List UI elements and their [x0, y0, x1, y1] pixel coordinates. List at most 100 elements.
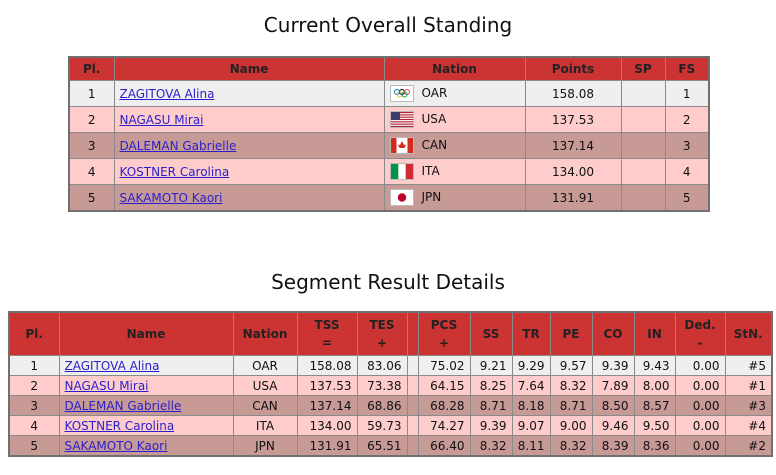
spacer — [406, 375, 419, 396]
column-header: Points — [524, 56, 622, 81]
cell: CAN — [232, 395, 298, 416]
cell: 59.73 — [356, 415, 408, 436]
header-text: Ded. — [684, 318, 716, 332]
cell: 83.06 — [356, 355, 408, 376]
column-header: Nation — [383, 56, 526, 81]
sp — [620, 80, 666, 107]
cell: 0.00 — [674, 355, 726, 376]
flag — [389, 111, 414, 129]
points: 134.00 — [524, 158, 622, 185]
skater-link[interactable]: ZAGITOVA Alina — [64, 358, 160, 373]
name-cell: ZAGITOVA Alina — [113, 80, 385, 107]
column-header: Pl. — [68, 56, 115, 81]
place: 2 — [68, 106, 115, 133]
cell: 73.38 — [356, 375, 408, 396]
fs: 2 — [664, 106, 710, 133]
skater-link[interactable]: DALEMAN Gabrielle — [64, 398, 182, 413]
nation-cell: OAR — [383, 80, 526, 107]
points: 131.91 — [524, 184, 622, 212]
skater-link[interactable]: ZAGITOVA Alina — [119, 86, 215, 101]
cell: 0.00 — [674, 435, 726, 457]
cell: #3 — [724, 395, 773, 416]
column-header: FS — [664, 56, 710, 81]
column-header: TSS = — [296, 311, 358, 356]
name-cell: KOSTNER Carolina — [113, 158, 385, 185]
fs: 4 — [664, 158, 710, 185]
segment-table: Pl. Name Nation TSS = TES + PCS + SS TR PE CO IN Ded. -… — [8, 311, 773, 457]
column-header: StN. — [724, 311, 773, 356]
sp — [620, 184, 666, 212]
cell: 3 — [8, 395, 60, 416]
cell: 8.39 — [591, 435, 635, 457]
skater-link[interactable]: KOSTNER Carolina — [119, 164, 230, 179]
cell: #5 — [724, 355, 773, 376]
column-header: SS — [469, 311, 513, 356]
header-text: StN. — [733, 327, 763, 341]
standing-row: 3 DALEMAN Gabrielle CAN 137.14 3 — [68, 132, 710, 159]
cell: 9.46 — [591, 415, 635, 436]
cell: 0.00 — [674, 415, 726, 436]
header-text: SS — [482, 327, 500, 341]
flag — [389, 137, 414, 154]
column-header: Name — [113, 56, 385, 81]
segment-row: 5 SAKAMOTO Kaori JPN 131.91 65.51 66.40 8.32 8.… — [8, 435, 773, 457]
nation-cell: CAN — [383, 132, 526, 159]
cell: USA — [232, 375, 298, 396]
standing-table: Pl. Name Nation Points SP FS 1 ZAGITOVA Alina OA… — [68, 56, 710, 212]
nation: OAR — [421, 86, 448, 100]
flag — [389, 189, 414, 206]
skater-link[interactable]: SAKAMOTO Kaori — [64, 438, 168, 453]
segment-row: 3 DALEMAN Gabrielle CAN 137.14 68.86 68.28 8.7… — [8, 395, 773, 416]
cell: 7.89 — [591, 375, 635, 396]
column-header: PE — [549, 311, 593, 356]
cell: 8.71 — [549, 395, 593, 416]
cell: 9.39 — [469, 415, 513, 436]
nation-cell: JPN — [383, 184, 526, 212]
flag — [389, 163, 414, 180]
place: 1 — [68, 80, 115, 107]
nation: CAN — [421, 138, 448, 152]
cell: 5 — [8, 435, 60, 457]
cell: 137.53 — [296, 375, 358, 396]
cell: 65.51 — [356, 435, 408, 457]
cell: ITA — [232, 415, 298, 436]
name-cell: DALEMAN Gabrielle — [58, 395, 234, 416]
fs: 3 — [664, 132, 710, 159]
header-text: TR — [522, 327, 540, 341]
header-text: = — [321, 336, 333, 350]
sp — [620, 158, 666, 185]
cell: 7.64 — [511, 375, 551, 396]
skater-link[interactable]: SAKAMOTO Kaori — [119, 190, 223, 205]
skater-link[interactable]: KOSTNER Carolina — [64, 418, 175, 433]
skater-link[interactable]: NAGASU Mirai — [119, 112, 204, 127]
nation-cell: ITA — [383, 158, 526, 185]
skater-link[interactable]: NAGASU Mirai — [64, 378, 149, 393]
place: 5 — [68, 184, 115, 212]
fs: 1 — [664, 80, 710, 107]
column-header: IN — [633, 311, 676, 356]
header-text: PCS — [430, 318, 458, 332]
cell: 8.36 — [633, 435, 676, 457]
cell: 8.18 — [511, 395, 551, 416]
cell: 158.08 — [296, 355, 358, 376]
header-text: + — [438, 336, 450, 350]
cell: 8.25 — [469, 375, 513, 396]
column-header: CO — [591, 311, 635, 356]
cell: 8.11 — [511, 435, 551, 457]
standing-row: 1 ZAGITOVA Alina OAR 158.08 1 — [68, 80, 710, 107]
standing-row: 5 SAKAMOTO Kaori JPN 131.91 5 — [68, 184, 710, 212]
spacer — [406, 395, 419, 416]
column-header: PCS + — [417, 311, 471, 356]
cell: 68.86 — [356, 395, 408, 416]
column-header: Nation — [232, 311, 298, 356]
standing-row: 2 NAGASU Mirai USA 137.53 2 — [68, 106, 710, 133]
cell: 9.39 — [591, 355, 635, 376]
place: 3 — [68, 132, 115, 159]
header-text: Nation — [242, 327, 288, 341]
cell: 1 — [8, 355, 60, 376]
header-text: CO — [603, 327, 623, 341]
cell: 0.00 — [674, 395, 726, 416]
skater-link[interactable]: DALEMAN Gabrielle — [119, 138, 237, 153]
header-text: - — [697, 336, 703, 350]
cell: #2 — [724, 435, 773, 457]
